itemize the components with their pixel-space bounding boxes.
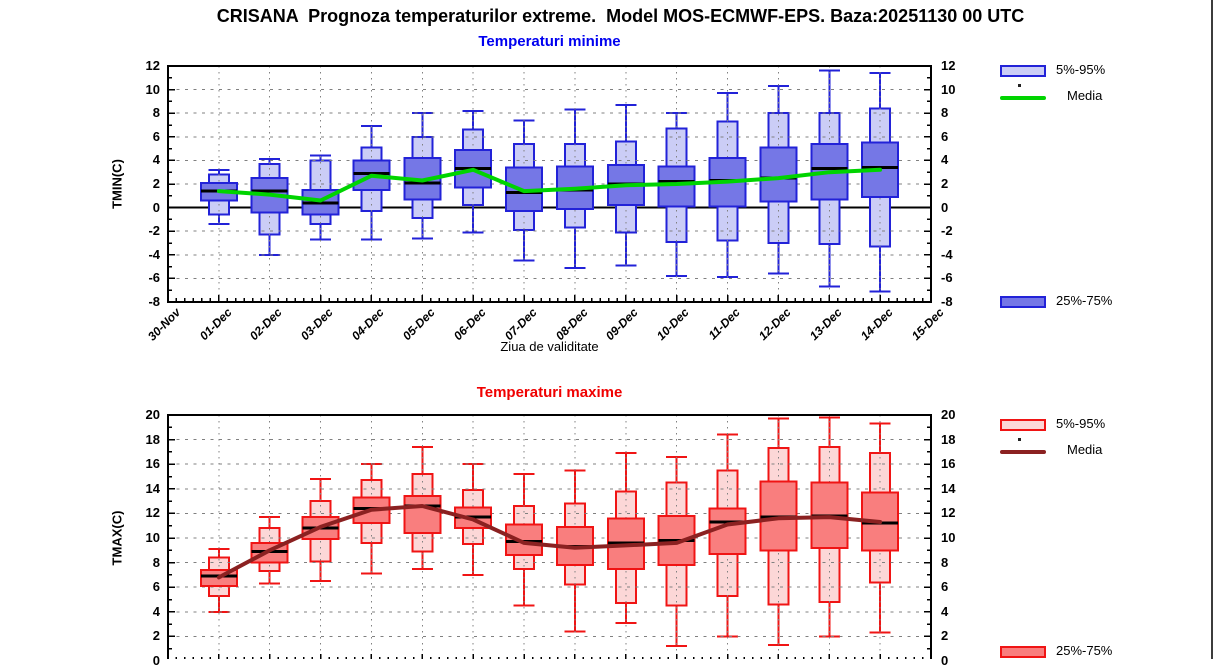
y-tick-label: 18	[941, 431, 956, 447]
y-tick-label: 16	[941, 456, 956, 472]
y-tick-label: 10	[145, 530, 160, 545]
x-axis-title: Ziua de validitate	[500, 339, 599, 354]
y-tick-label: 2	[152, 176, 160, 191]
y-tick-label: -6	[941, 270, 953, 286]
page-right-border	[1211, 0, 1213, 659]
y-tick-label: 12	[941, 505, 956, 521]
legend-25-75-swatch	[1000, 646, 1046, 658]
mean-line	[216, 504, 883, 580]
y-tick-label: -6	[148, 270, 160, 286]
y-tick-label: 14	[941, 480, 956, 496]
y-tick-label: -2	[941, 223, 953, 239]
y-tick-label: 8	[152, 105, 160, 121]
y-tick-label: 20	[941, 407, 956, 422]
y-tick-label: 6	[152, 128, 160, 144]
y-tick-label: 2	[941, 176, 949, 191]
y-tick-label: 4	[941, 603, 949, 619]
y-tick-label: -4	[941, 246, 953, 262]
legend-25-75-swatch	[1000, 296, 1046, 308]
legend-25-75-label: 25%-75%	[1056, 293, 1113, 308]
box-25-75	[403, 495, 442, 535]
legend-media-label: Media	[1067, 88, 1103, 103]
y-tick-label: 0	[941, 199, 949, 215]
y-tick-label: 10	[145, 81, 160, 97]
chart-subtitle: Temperaturi minime	[478, 33, 621, 50]
y-tick-label: 10	[941, 81, 956, 97]
legend-5-95-label: 5%-95%	[1056, 416, 1106, 431]
y-tick-label: 6	[941, 579, 949, 595]
legend-5-95-label: 5%-95%	[1056, 62, 1106, 77]
legend-media-label: Media	[1067, 442, 1103, 457]
y-tick-label: 12	[941, 58, 956, 73]
legend-media-line	[1000, 450, 1046, 454]
y-tick-label: 4	[152, 603, 160, 619]
y-tick-label: 0	[941, 653, 949, 668]
legend-media-line	[1000, 96, 1046, 100]
legend-5-95-swatch	[1000, 419, 1046, 431]
legend-5-95-swatch	[1000, 65, 1046, 77]
y-tick-label: 8	[941, 105, 949, 121]
y-tick-label: 6	[941, 128, 949, 144]
y-tick-label: 12	[145, 58, 160, 73]
y-tick-label: 0	[152, 199, 160, 215]
y-tick-label: 20	[145, 407, 160, 422]
y-tick-label: -2	[148, 223, 160, 239]
y-tick-label: 14	[145, 480, 160, 496]
box-25-75	[505, 523, 544, 557]
y-tick-label: 16	[145, 456, 160, 472]
mean-line	[216, 167, 883, 203]
y-tick-label: -4	[148, 246, 160, 262]
box-25-75	[708, 507, 747, 555]
legend-media-point	[1018, 84, 1021, 87]
chart-subtitle: Temperaturi maxime	[476, 384, 623, 401]
y-tick-label: 10	[941, 530, 956, 545]
page-title: CRISANA Prognoza temperaturilor extreme.…	[216, 6, 1025, 26]
y-tick-label: 4	[152, 152, 160, 168]
y-tick-label: 18	[145, 431, 160, 447]
y-tick-label: -8	[148, 294, 160, 309]
legend-media-point	[1018, 438, 1021, 441]
y-tick-label: 6	[152, 579, 160, 595]
y-tick-label: 12	[145, 505, 160, 521]
y-tick-label: 8	[152, 554, 160, 570]
y-tick-label: 8	[941, 554, 949, 570]
legend-25-75-label: 25%-75%	[1056, 643, 1113, 658]
y-tick-label: 4	[941, 152, 949, 168]
y-tick-label: -8	[941, 294, 953, 309]
box-25-75	[657, 165, 696, 208]
y-tick-label: 2	[152, 628, 160, 644]
y-tick-label: 2	[941, 628, 949, 644]
y-tick-label: 0	[152, 653, 160, 668]
